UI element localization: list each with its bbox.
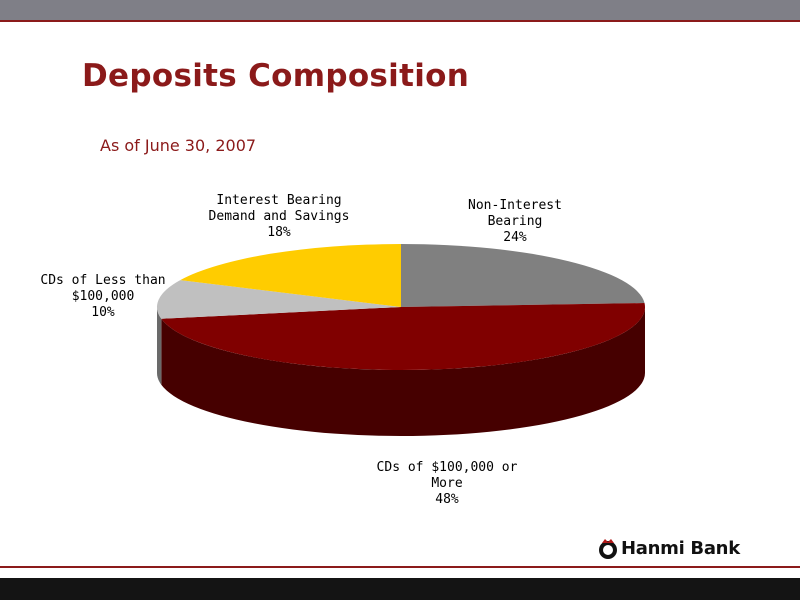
slice-value-label: 48% <box>435 492 459 507</box>
pie-slice-2 <box>156 280 401 319</box>
slice-label-line: Demand and Savings <box>208 209 350 224</box>
slice-label-line: Bearing <box>487 214 543 229</box>
pie-sides <box>157 307 646 436</box>
slice-label-line: Interest Bearing <box>216 193 342 208</box>
hanmi-emblem-icon <box>599 539 617 559</box>
slice-label-cds-100k-or-more: CDs of $100,000 or More 48% <box>362 460 532 508</box>
slice-label-line: CDs of $100,000 or <box>376 460 518 475</box>
slice-label-line: Non-Interest <box>468 198 562 213</box>
hanmi-bank-logo: Hanmi Bank <box>598 536 740 560</box>
pie-slice-3 <box>180 244 401 307</box>
slice-value-label: 10% <box>91 305 115 320</box>
top-divider <box>0 20 800 22</box>
slice-label-line: More <box>431 476 463 491</box>
pie-slice-1 <box>161 303 645 370</box>
slice-label-cds-less-than-100k: CDs of Less than $100,000 10% <box>33 273 173 321</box>
pie-slice-0 <box>401 244 645 307</box>
slice-label-line: CDs of Less than <box>40 273 166 288</box>
top-banner <box>0 0 800 20</box>
pie-tops <box>156 244 645 370</box>
slice-label-non-interest-bearing: Non-Interest Bearing 24% <box>450 198 580 246</box>
pie-slice-side-2 <box>157 307 162 385</box>
slice-label-interest-bearing-demand: Interest Bearing Demand and Savings 18% <box>194 193 364 241</box>
page-title: Deposits Composition <box>82 58 470 94</box>
bottom-divider <box>0 566 800 568</box>
slice-value-label: 24% <box>503 230 527 245</box>
page-subtitle: As of June 30, 2007 <box>100 136 257 155</box>
slice-value-label: 18% <box>267 225 291 240</box>
slice-label-line: $100,000 <box>71 289 135 304</box>
pie-slice-side-1 <box>161 307 646 436</box>
bottom-banner <box>0 578 800 600</box>
logo-text: Hanmi Bank <box>621 537 740 559</box>
